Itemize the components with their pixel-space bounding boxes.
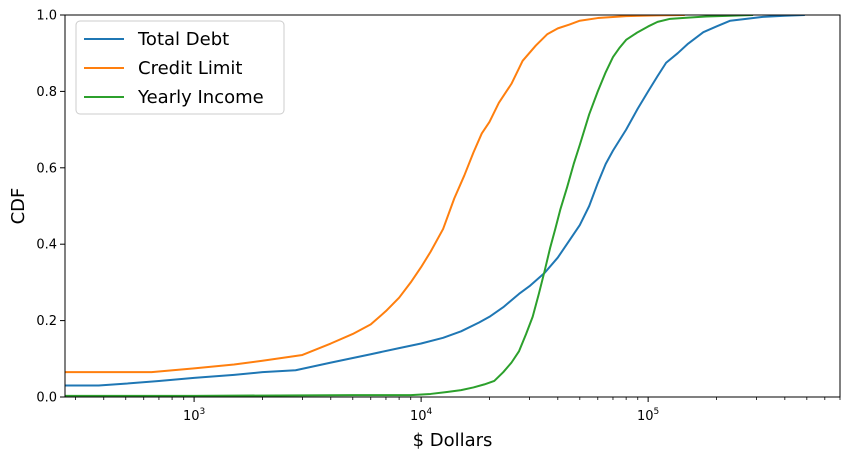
series-line-yearly-income [65, 15, 754, 397]
x-axis-title: $ Dollars [413, 430, 493, 451]
legend-label: Credit Limit [138, 58, 242, 79]
y-tick-label: 0.4 [36, 238, 57, 253]
series-line-credit-limit [65, 15, 685, 374]
y-tick-label: 0.0 [36, 391, 57, 406]
y-tick-label: 0.2 [36, 314, 57, 329]
plot-frame [64, 14, 841, 398]
y-tick-label: 1.0 [36, 9, 57, 24]
legend: Total Debt Credit Limit Yearly Income [75, 20, 285, 115]
series-line-total-debt [65, 15, 805, 387]
y-axis-title: CDF [8, 188, 29, 225]
x-tick-label: 103 [183, 407, 205, 424]
legend-label: Total Debt [137, 29, 229, 50]
y-tick-label: 0.6 [36, 161, 57, 176]
x-tick-label: 104 [410, 407, 433, 424]
x-tick-label: 105 [637, 407, 659, 424]
plot-area [65, 15, 805, 397]
y-tick-label: 0.8 [36, 85, 57, 100]
legend-box [75, 20, 285, 115]
legend-label: Yearly Income [137, 87, 264, 108]
